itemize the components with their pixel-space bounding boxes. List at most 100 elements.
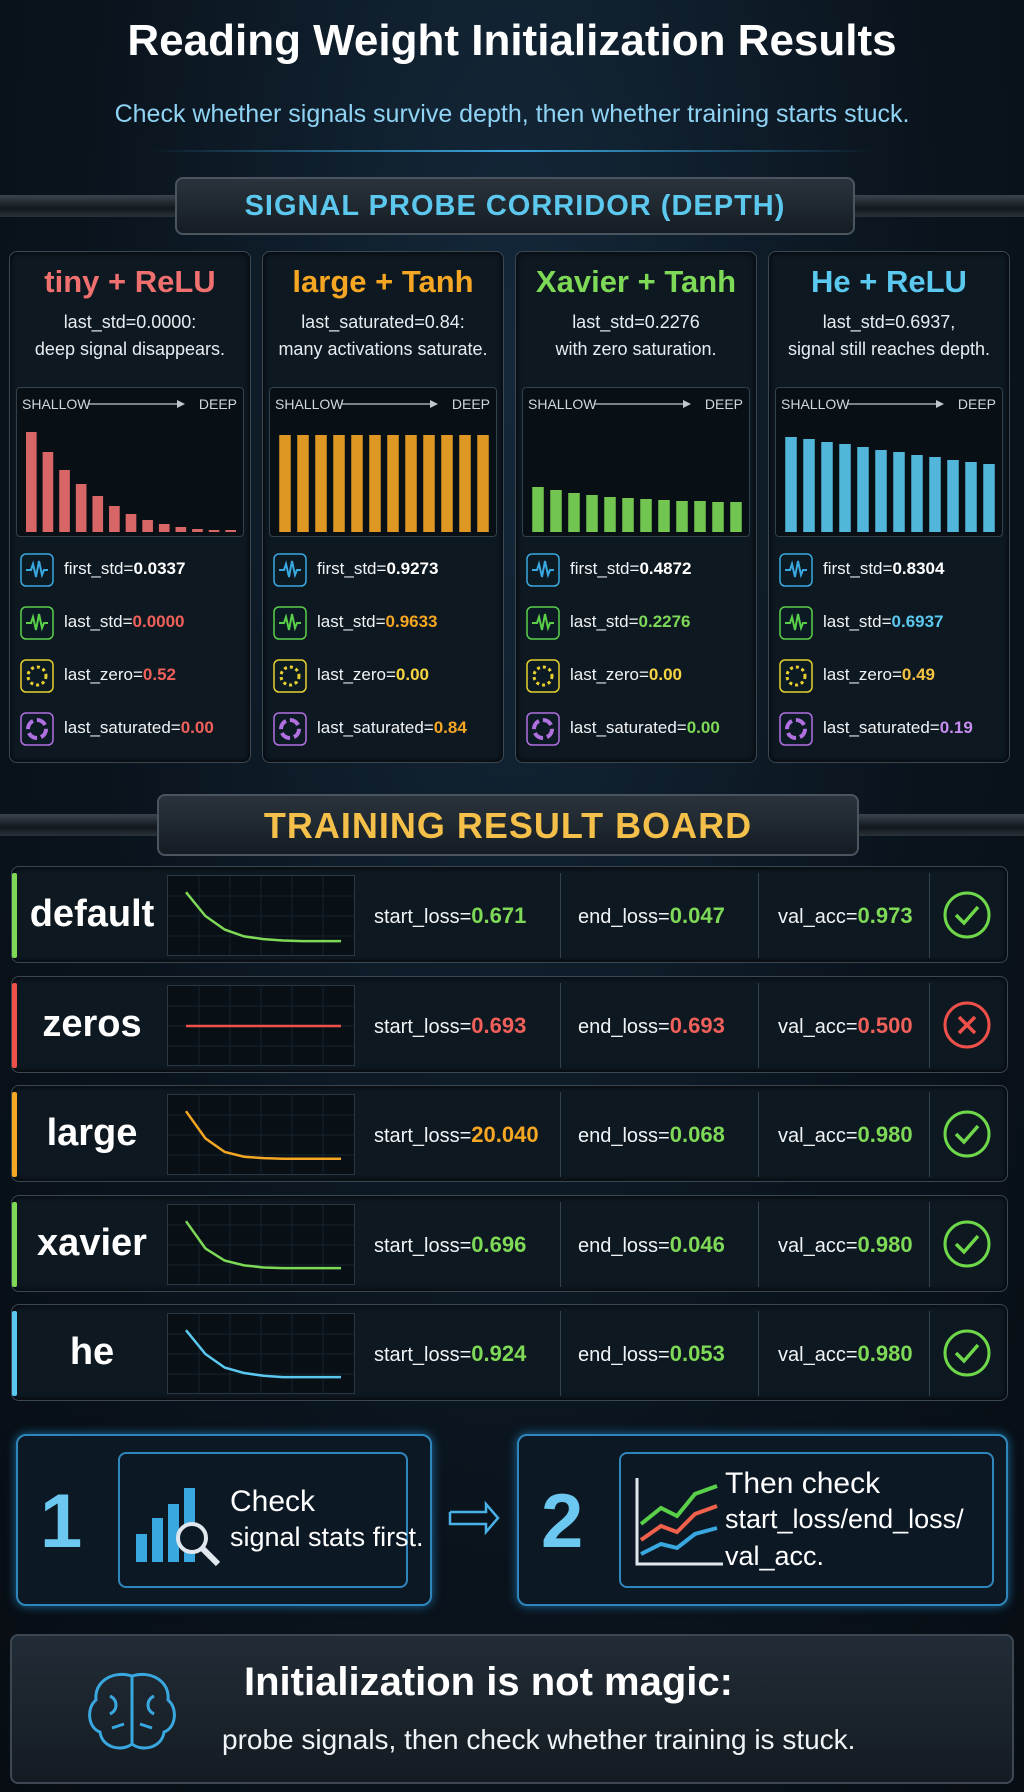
stat-icon — [273, 659, 307, 693]
column-divider — [758, 1092, 759, 1177]
icon-bar — [152, 1518, 163, 1562]
bar — [297, 435, 309, 532]
icon-handle — [199, 1545, 221, 1567]
metric-value: 0.500 — [857, 1012, 913, 1038]
metric-label: val_acc= — [778, 906, 858, 928]
step: 2 Then check start_loss/end_loss/val_acc. — [517, 1434, 1008, 1606]
training-row: xavier start_loss=0.696 end_loss=0.046 val_… — [11, 1194, 1008, 1292]
bar — [25, 432, 37, 532]
metric: val_acc=0.973 — [778, 903, 913, 929]
metric-value: 0.046 — [669, 1231, 725, 1257]
stat-value: 0.2276 — [638, 612, 691, 631]
row-accent — [12, 873, 17, 958]
row-accent — [12, 1311, 17, 1396]
axis-arrowhead — [177, 400, 185, 408]
axis-arrowhead — [430, 400, 438, 408]
stat-value: 0.00 — [648, 665, 683, 684]
bar — [279, 435, 291, 532]
card-description: many activations saturate. — [278, 339, 488, 359]
stat-icon — [20, 659, 54, 693]
step-inner: Then check start_loss/end_loss/val_acc. — [619, 1452, 994, 1588]
stat-label: last_zero= — [317, 665, 396, 684]
step-arrow — [448, 1500, 500, 1536]
bar — [405, 435, 417, 532]
training-row: large start_loss=20.040 end_loss=0.068 val_… — [11, 1085, 1008, 1182]
icon-frame — [779, 659, 813, 693]
axis-start: SHALLOW — [22, 396, 91, 412]
axis-start: SHALLOW — [781, 396, 850, 412]
bar — [785, 437, 797, 532]
card-description: last_saturated=0.84: — [301, 312, 465, 332]
icon-dots — [532, 665, 554, 687]
row-accent — [12, 1092, 17, 1177]
probe-card: Xavier + Tanh last_std=0.2276 with zero sa… — [515, 251, 757, 763]
axis-start: SHALLOW — [528, 396, 597, 412]
stat-icon — [779, 659, 813, 693]
stat: first_std=0.8304 — [823, 559, 944, 579]
stat-icon — [779, 606, 813, 640]
axis-end: DEEP — [957, 396, 996, 412]
loss-curve-svg — [168, 1314, 354, 1393]
probe-card: tiny + ReLU last_std=0.0000: deep signal d… — [9, 251, 251, 763]
stat-icon — [273, 606, 307, 640]
loss-curve — [185, 891, 341, 943]
icon-wave — [26, 560, 48, 579]
stat-icon — [526, 712, 560, 746]
step-text: val_acc. — [725, 1540, 825, 1571]
stat-value: 0.00 — [686, 718, 720, 737]
metric-label: val_acc= — [778, 1125, 858, 1147]
icon-dots — [279, 665, 301, 687]
bar — [125, 514, 137, 532]
training-banner: TRAINING RESULT BOARD — [157, 794, 859, 856]
column-divider — [929, 982, 930, 1068]
status-icon — [943, 1110, 991, 1158]
metric-label: start_loss= — [374, 1234, 472, 1257]
bar — [423, 435, 435, 532]
bar — [208, 530, 220, 532]
stat-value: 0.00 — [180, 718, 214, 737]
stat: last_std=0.9633 — [317, 612, 438, 632]
icon-wave — [26, 613, 48, 632]
bar — [947, 460, 959, 532]
metric-value: 0.924 — [471, 1341, 527, 1366]
probe-chart: SHALLOW DEEP — [522, 387, 750, 537]
stat-value: 0.84 — [433, 718, 467, 737]
stat-icon — [20, 712, 54, 746]
icon-ring — [26, 718, 48, 740]
footer-headline: Initialization is not magic: — [244, 1660, 733, 1704]
metric: end_loss=0.053 — [578, 1341, 725, 1367]
icon-frame — [273, 712, 307, 746]
card-description: with zero saturation. — [555, 339, 717, 359]
loss-curve — [184, 1219, 341, 1269]
column-divider — [560, 1201, 561, 1287]
stat-value: 0.0337 — [133, 559, 186, 578]
status-ring — [943, 891, 991, 939]
step-text: Check — [230, 1485, 316, 1518]
stat-value: 0.00 — [395, 665, 430, 684]
bar — [550, 490, 562, 532]
status-check — [954, 905, 980, 926]
icon-bar — [136, 1534, 147, 1562]
bar — [142, 520, 153, 532]
stat: last_zero=0.52 — [64, 665, 176, 685]
bar — [225, 530, 237, 532]
bar — [857, 447, 869, 532]
stat-icon — [526, 553, 560, 587]
status-check — [954, 1124, 980, 1145]
stat-icon — [273, 553, 307, 587]
bar — [568, 493, 580, 532]
footer-text: probe signals, then check whether traini… — [222, 1724, 856, 1755]
stat: last_saturated=0.84 — [317, 718, 467, 738]
stat-icon — [526, 659, 560, 693]
axis-arrowhead — [936, 400, 944, 408]
metric: val_acc=0.500 — [778, 1013, 913, 1039]
stat-label: last_std= — [570, 612, 639, 631]
step-number: 2 — [541, 1479, 584, 1564]
bar — [333, 435, 345, 532]
bar — [42, 452, 54, 532]
bar — [477, 435, 489, 532]
metric-label: end_loss= — [578, 1234, 670, 1257]
metric: val_acc=0.980 — [778, 1122, 913, 1148]
axis-arrowhead — [683, 400, 691, 408]
status-icon — [943, 1329, 991, 1377]
